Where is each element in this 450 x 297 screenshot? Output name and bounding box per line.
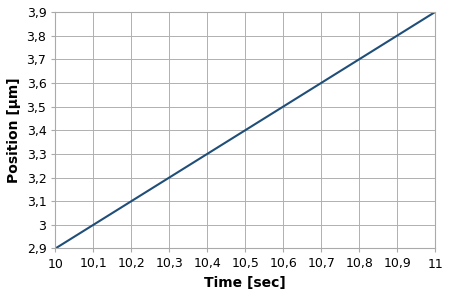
X-axis label: Time [sec]: Time [sec] xyxy=(204,276,286,290)
Y-axis label: Position [µm]: Position [µm] xyxy=(7,78,21,183)
